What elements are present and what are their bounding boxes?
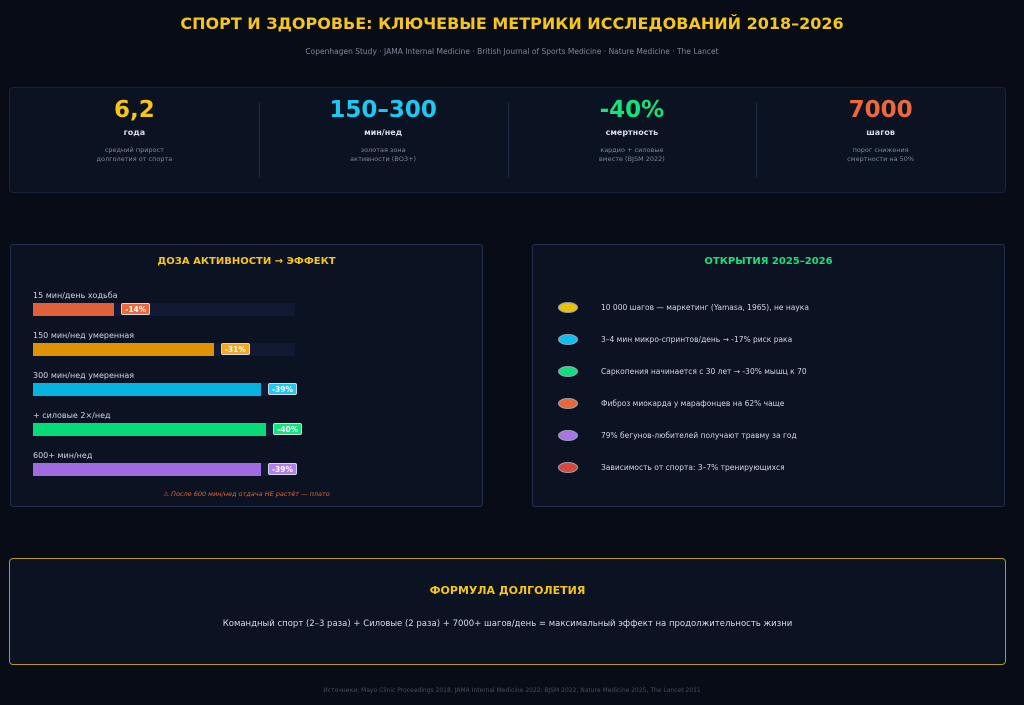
stat-desc-line: активности (ВОЗ+) xyxy=(350,155,417,163)
formula-text: Командный спорт (2–3 раза) + Силовые (2 … xyxy=(222,619,793,629)
effect-badge: -40% xyxy=(273,423,303,435)
discovery-item: Фиброз миокарда у марафонцев на 62% чаще xyxy=(558,387,809,419)
discoveries-list: 10 000 шагов — маркетинг (Yamasa, 1965),… xyxy=(558,291,809,483)
dose-row: 15 мин/день ходьба -14% xyxy=(33,291,295,331)
discovery-item: Зависимость от спорта: 3–7% тренирующихс… xyxy=(558,451,809,483)
stat-desc: золотая зона активности (ВОЗ+) xyxy=(259,146,508,164)
dose-label: 600+ мин/нед xyxy=(33,451,93,460)
discovery-item: Саркопения начинается с 30 лет → -30% мы… xyxy=(558,355,809,387)
dose-effect-panel: ДОЗА АКТИВНОСТИ → ЭФФЕКТ 15 мин/день ход… xyxy=(10,244,483,507)
discovery-item: 10 000 шагов — маркетинг (Yamasa, 1965),… xyxy=(558,291,809,323)
dose-track: -31% xyxy=(33,343,295,356)
bullet-dot-icon xyxy=(558,461,578,473)
stat-desc: порог снижения смертности на 50% xyxy=(756,146,1005,164)
bullet-dot-icon xyxy=(558,429,578,441)
effect-badge: -39% xyxy=(267,383,298,395)
plateau-note: ⚠ После 600 мин/нед отдача НЕ растёт — п… xyxy=(163,490,330,498)
stat-unit: года xyxy=(123,128,146,137)
formula-title: ФОРМУЛА ДОЛГОЛЕТИЯ xyxy=(429,584,586,597)
stat-desc-line: кардио + силовые xyxy=(600,146,664,154)
stat-unit: мин/нед xyxy=(364,128,403,137)
dose-track: -40% xyxy=(33,423,303,436)
discovery-text: 3–4 мин микро-спринтов/день → -17% риск … xyxy=(601,334,793,344)
dose-bar xyxy=(33,423,267,436)
dose-bar xyxy=(33,303,115,316)
effect-badge: -31% xyxy=(220,343,250,355)
stat-value: 6,2 xyxy=(114,97,155,123)
stat-desc-line: вместе (BJSM 2022) xyxy=(598,155,665,163)
dose-row: 150 мин/нед умеренная -31% xyxy=(33,331,295,371)
dose-bars: 15 мин/день ходьба -14% 150 мин/нед умере… xyxy=(33,291,303,491)
stat-unit: смертность xyxy=(605,128,659,137)
stat-card: 6,2 года средний прирост долголетия от спор… xyxy=(10,88,259,192)
stat-unit: шагов xyxy=(866,128,895,137)
dose-row: 300 мин/нед умеренная -39% xyxy=(33,371,298,411)
effect-badge: -39% xyxy=(267,463,298,475)
discovery-text: Зависимость от спорта: 3–7% тренирующихс… xyxy=(601,462,785,472)
discovery-text: 10 000 шагов — маркетинг (Yamasa, 1965),… xyxy=(601,302,809,312)
sources-footer: Источники: Mayo Clinic Proceedings 2018,… xyxy=(323,687,701,694)
stats-bar: 6,2 года средний прирост долголетия от спор… xyxy=(9,87,1006,193)
discovery-text: Фиброз миокарда у марафонцев на 62% чаще xyxy=(601,398,785,408)
dose-track: -39% xyxy=(33,383,298,396)
bullet-dot-icon xyxy=(558,365,578,377)
effect-badge: -14% xyxy=(121,303,151,315)
stat-desc-line: долголетия от спорта xyxy=(96,155,173,163)
stat-card: 150–300 мин/нед золотая зона активности (ВО… xyxy=(258,88,508,192)
bullet-dot-icon xyxy=(558,333,578,345)
discovery-item: 79% бегунов-любителей получают травму за… xyxy=(558,419,809,451)
panel-title: ДОЗА АКТИВНОСТИ → ЭФФЕКТ xyxy=(157,256,336,267)
stat-value: 7000 xyxy=(848,97,913,123)
discovery-item: 3–4 мин микро-спринтов/день → -17% риск … xyxy=(558,323,809,355)
stat-desc: средний прирост долголетия от спорта xyxy=(10,146,259,164)
stat-desc-line: золотая зона xyxy=(360,146,406,154)
stat-value: 150–300 xyxy=(329,97,437,123)
dose-label: 150 мин/нед умеренная xyxy=(33,331,135,340)
dose-bar xyxy=(33,383,261,396)
bullet-dot-icon xyxy=(558,301,578,313)
stat-desc: кардио + силовые вместе (BJSM 2022) xyxy=(508,146,757,164)
dose-bar xyxy=(33,463,261,476)
formula-panel: ФОРМУЛА ДОЛГОЛЕТИЯ Командный спорт (2–3 … xyxy=(9,558,1006,665)
discovery-text: Саркопения начинается с 30 лет → -30% мы… xyxy=(601,366,807,376)
stat-desc-line: порог снижения xyxy=(852,146,909,154)
discoveries-panel: ОТКРЫТИЯ 2025–2026 10 000 шагов — маркет… xyxy=(532,244,1005,507)
dose-bar xyxy=(33,343,214,356)
stat-card: 7000 шагов порог снижения смертности на 50% xyxy=(756,88,1005,192)
discovery-text: 79% бегунов-любителей получают травму за… xyxy=(601,430,797,440)
dose-row: 600+ мин/нед -39% xyxy=(33,451,298,491)
dose-row: + силовые 2×/нед -40% xyxy=(33,411,303,451)
page-subtitle: Copenhagen Study · JAMA Internal Medicin… xyxy=(305,47,719,56)
dose-label: + силовые 2×/нед xyxy=(33,411,111,420)
page-title: СПОРТ И ЗДОРОВЬЕ: КЛЮЧЕВЫЕ МЕТРИКИ ИССЛЕ… xyxy=(180,14,844,33)
stat-desc-line: смертности на 50% xyxy=(847,155,915,163)
panel-title: ОТКРЫТИЯ 2025–2026 xyxy=(704,256,833,267)
stat-card: -40% смертность кардио + силовые вместе (BJ… xyxy=(507,88,757,192)
stat-value: -40% xyxy=(599,97,665,123)
dose-track: -39% xyxy=(33,463,298,476)
stat-desc-line: средний прирост xyxy=(104,146,164,154)
bullet-dot-icon xyxy=(558,397,578,409)
dose-track: -14% xyxy=(33,303,295,316)
dose-label: 300 мин/нед умеренная xyxy=(33,371,135,380)
dose-label: 15 мин/день ходьба xyxy=(33,291,118,300)
